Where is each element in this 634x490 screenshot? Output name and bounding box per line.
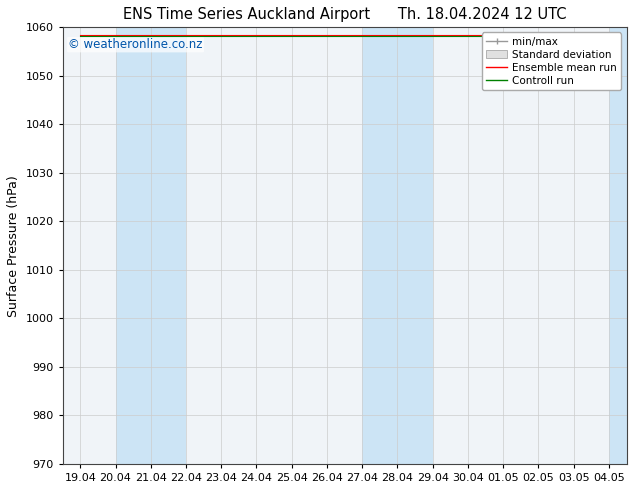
Bar xyxy=(609,27,626,464)
Y-axis label: Surface Pressure (hPa): Surface Pressure (hPa) xyxy=(7,175,20,317)
Title: ENS Time Series Auckland Airport      Th. 18.04.2024 12 UTC: ENS Time Series Auckland Airport Th. 18.… xyxy=(123,7,566,22)
Bar xyxy=(115,27,186,464)
Text: © weatheronline.co.nz: © weatheronline.co.nz xyxy=(68,38,203,51)
Legend: min/max, Standard deviation, Ensemble mean run, Controll run: min/max, Standard deviation, Ensemble me… xyxy=(482,32,621,90)
Bar xyxy=(362,27,432,464)
